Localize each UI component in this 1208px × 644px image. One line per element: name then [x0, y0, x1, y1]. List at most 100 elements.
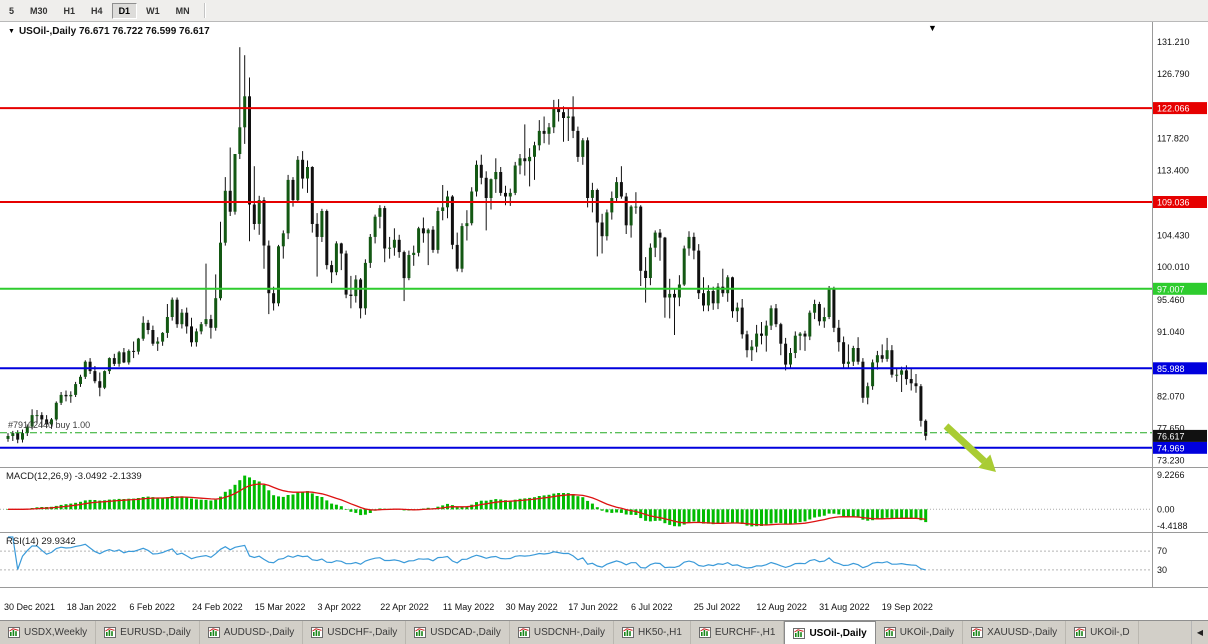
rsi-indicator: 70 30 [0, 536, 1167, 575]
svg-text:122.066: 122.066 [1157, 104, 1190, 114]
svg-text:9.2266: 9.2266 [1157, 470, 1185, 480]
open-position-label: #79102440 buy 1.00 [8, 419, 91, 430]
chart-tab-label: XAUUSD-,Daily [987, 627, 1058, 638]
price-badge: 85.988 [1153, 362, 1207, 375]
trend-arrow-annotation[interactable] [943, 423, 996, 472]
chart-tab-label: USDCHF-,Daily [327, 627, 398, 638]
chart-tab-icon [883, 627, 896, 638]
svg-text:19 Sep 2022: 19 Sep 2022 [882, 602, 933, 612]
svg-text:117.820: 117.820 [1157, 134, 1189, 144]
chart-tab-label: USOil-,Daily [809, 627, 867, 639]
svg-text:22 Apr 2022: 22 Apr 2022 [380, 602, 429, 612]
svg-text:-4.4188: -4.4188 [1157, 521, 1188, 531]
chart-tabs: USDX,Weekly EURUSD-,Daily AUDUSD-,Daily USD… [0, 621, 1191, 644]
price-badge: 76.617 [1153, 429, 1207, 442]
svg-text:6 Jul 2022: 6 Jul 2022 [631, 602, 673, 612]
svg-text:31 Aug 2022: 31 Aug 2022 [819, 602, 870, 612]
chart-tab-label: UKOil-,D [1090, 627, 1130, 638]
chart-tab-icon [414, 627, 427, 638]
svg-text:17 Jun 2022: 17 Jun 2022 [568, 602, 618, 612]
svg-text:30 Dec 2021: 30 Dec 2021 [4, 602, 55, 612]
chart-background [0, 22, 1208, 620]
svg-text:97.007: 97.007 [1157, 284, 1185, 294]
svg-text:85.988: 85.988 [1157, 364, 1185, 374]
time-axis: 30 Dec 2021 18 Jan 2022 6 Feb 2022 24 Feb 2… [4, 602, 933, 612]
chart-tab-usdcad-daily[interactable]: USDCAD-,Daily [406, 621, 510, 644]
chart-symbol-title: ▼ USOil-,Daily 76.671 76.722 76.599 76.6… [8, 26, 210, 37]
chart-tab-label: EURCHF-,H1 [714, 627, 776, 638]
price-axis: 131.210 126.790 117.820 113.400 104.430 100.0… [1157, 37, 1190, 465]
rsi-label: RSI(14) 29.9342 [6, 536, 76, 547]
chart-tab-xauusd-daily[interactable]: XAUUSD-,Daily [963, 621, 1067, 644]
svg-text:104.430: 104.430 [1157, 230, 1190, 240]
svg-text:11 May 2022: 11 May 2022 [443, 602, 494, 612]
timeframe-button-w1[interactable]: W1 [146, 5, 160, 16]
svg-text:95.460: 95.460 [1157, 295, 1185, 305]
svg-text:30: 30 [1157, 565, 1167, 575]
chart-tab-icon [793, 627, 806, 639]
chart-tab-usdcnh-daily[interactable]: USDCNH-,Daily [510, 621, 614, 644]
chart-tab-icon [207, 627, 220, 638]
svg-text:91.040: 91.040 [1157, 327, 1185, 337]
macd-label: MACD(12,26,9) -3.0492 -2.1339 [6, 471, 142, 482]
svg-text:15 Mar 2022: 15 Mar 2022 [255, 602, 306, 612]
timeframe-button-d1[interactable]: D1 [111, 2, 138, 19]
chart-tab-usdchf-daily[interactable]: USDCHF-,Daily [303, 621, 407, 644]
candlestick-series [6, 47, 928, 444]
svg-text:70: 70 [1157, 546, 1167, 556]
chart-tab-bar: USDX,Weekly EURUSD-,Daily AUDUSD-,Daily USD… [0, 620, 1208, 644]
timeframe-button-mn[interactable]: MN [175, 5, 190, 16]
chart-tab-ukoil-daily[interactable]: UKOil-,Daily [876, 621, 964, 644]
chart-tab-label: UKOil-,Daily [899, 627, 955, 638]
timeframe-toolbar: 5 M30 H1 H4 D1 W1 MN [0, 0, 1208, 22]
chart-tab-icon [104, 627, 117, 638]
chart-tab-hk50-h1[interactable]: HK50-,H1 [614, 621, 691, 644]
svg-text:126.790: 126.790 [1157, 69, 1190, 79]
chart-tab-ukoil-d[interactable]: UKOil-,D [1066, 621, 1139, 644]
chart-tab-icon [971, 627, 984, 638]
chart-tab-label: USDX,Weekly [24, 627, 88, 638]
chart-tab-label: HK50-,H1 [637, 627, 682, 638]
chart-canvas[interactable]: 131.210 126.790 117.820 113.400 104.430 100.0… [0, 22, 1208, 620]
svg-text:74.969: 74.969 [1157, 443, 1185, 453]
svg-text:76.617: 76.617 [1157, 431, 1185, 441]
svg-text:0.00: 0.00 [1157, 504, 1175, 514]
svg-text:6 Feb 2022: 6 Feb 2022 [129, 602, 175, 612]
svg-text:113.400: 113.400 [1157, 166, 1189, 176]
tab-scroll-left-button[interactable]: ◀ [1191, 621, 1208, 644]
chart-tab-icon [621, 627, 634, 638]
svg-text:82.070: 82.070 [1157, 392, 1185, 402]
price-badge: 74.969 [1153, 441, 1207, 454]
svg-text:25 Jul 2022: 25 Jul 2022 [694, 602, 741, 612]
chart-tab-icon [698, 627, 711, 638]
svg-text:3 Apr 2022: 3 Apr 2022 [318, 602, 362, 612]
toolbar-separator [203, 3, 205, 18]
chart-tab-label: USDCAD-,Daily [430, 627, 501, 638]
chart-shift-marker-icon[interactable]: ▼ [928, 23, 937, 33]
chart-tab-icon [1074, 627, 1087, 638]
macd-indicator: 9.2266 0.00 -4.4188 [0, 470, 1188, 531]
svg-text:131.210: 131.210 [1157, 37, 1190, 47]
chart-tab-label: USDCNH-,Daily [533, 627, 605, 638]
chart-tab-label: EURUSD-,Daily [120, 627, 191, 638]
timeframe-button-m30[interactable]: M30 [30, 5, 48, 16]
svg-text:30 May 2022: 30 May 2022 [506, 602, 558, 612]
timeframe-button-h4[interactable]: H4 [91, 5, 103, 16]
symbol-dropdown-icon[interactable]: ▼ [8, 28, 15, 35]
svg-text:24 Feb 2022: 24 Feb 2022 [192, 602, 243, 612]
chart-tab-icon [517, 627, 530, 638]
svg-text:12 Aug 2022: 12 Aug 2022 [756, 602, 807, 612]
svg-text:100.010: 100.010 [1157, 262, 1190, 272]
chart-tab-icon [8, 627, 20, 638]
timeframe-button-5[interactable]: 5 [9, 5, 15, 16]
svg-text:18 Jan 2022: 18 Jan 2022 [67, 602, 117, 612]
price-badge: 109.036 [1153, 196, 1207, 208]
chart-tab-eurusd-daily[interactable]: EURUSD-,Daily [96, 621, 200, 644]
chart-tab-audusd-daily[interactable]: AUDUSD-,Daily [200, 621, 304, 644]
chart-tab-eurchf-h1[interactable]: EURCHF-,H1 [691, 621, 785, 644]
chart-tab-usoil-daily[interactable]: USOil-,Daily [784, 621, 876, 644]
svg-text:73.230: 73.230 [1157, 455, 1185, 465]
chart-tab-usdx-weekly[interactable]: USDX,Weekly [0, 621, 97, 644]
timeframe-button-h1[interactable]: H1 [63, 5, 76, 16]
